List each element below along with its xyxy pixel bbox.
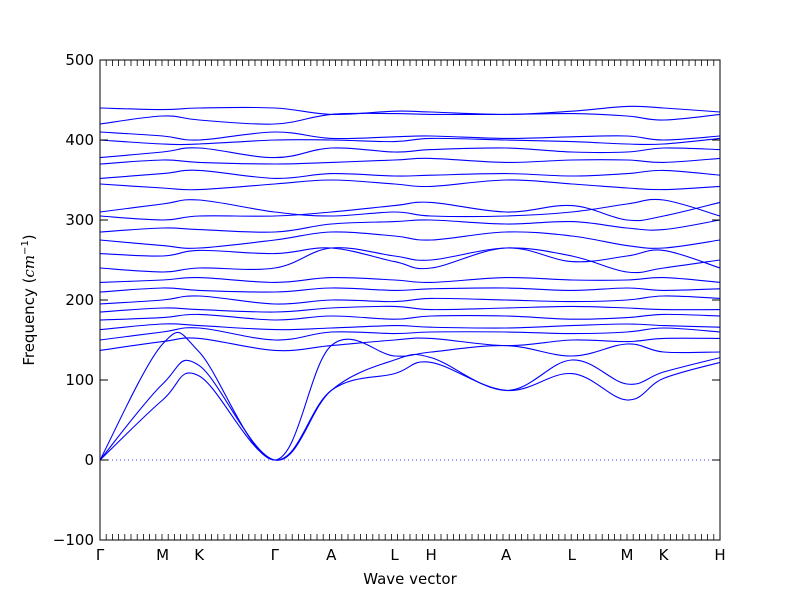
band-line [100, 287, 720, 293]
y-tick-label: 100 [65, 371, 94, 389]
x-tick-label: H [714, 546, 725, 564]
band-line [100, 331, 720, 461]
band-line [100, 361, 720, 461]
band-line [100, 247, 720, 270]
band-line [100, 157, 720, 165]
band-line [100, 231, 720, 249]
x-tick-label: K [194, 546, 205, 564]
band-line [100, 198, 720, 218]
x-tick-label: L [568, 546, 577, 564]
y-tick-label: 400 [65, 131, 94, 149]
band-line [100, 247, 720, 274]
band-line [100, 313, 720, 321]
band-line [100, 179, 720, 191]
band-line [100, 353, 720, 461]
band-line [100, 112, 720, 125]
band-line [100, 201, 720, 222]
x-axis-label: Wave vector [363, 570, 457, 588]
band-line [100, 323, 720, 331]
band-line [100, 305, 720, 313]
band-line [100, 327, 720, 341]
band-line [100, 131, 720, 141]
band-lines [100, 105, 720, 461]
x-tick-label: Γ [96, 546, 105, 564]
band-line [100, 105, 720, 115]
x-tick-label: L [390, 546, 399, 564]
x-tick-label: M [621, 546, 634, 564]
y-axis-ticks: −100 0 100 200 300 400 500 [53, 51, 720, 549]
band-line [100, 219, 720, 233]
band-line [100, 137, 720, 146]
y-tick-label: 200 [65, 291, 94, 309]
band-line [100, 276, 720, 284]
x-tick-label: M [156, 546, 169, 564]
x-tick-label: H [425, 546, 436, 564]
y-tick-label: −100 [53, 531, 94, 549]
band-line [100, 169, 720, 179]
band-line [100, 337, 720, 352]
y-tick-label: 0 [84, 451, 94, 469]
y-axis-label: Frequency (cm−1) [20, 234, 38, 365]
x-tick-label: A [326, 546, 337, 564]
y-tick-label: 500 [65, 51, 94, 69]
band-line [100, 147, 720, 159]
x-tick-label: K [659, 546, 670, 564]
x-tick-label: Γ [271, 546, 280, 564]
band-line [100, 295, 720, 305]
x-tick-label: A [501, 546, 512, 564]
y-tick-label: 300 [65, 211, 94, 229]
